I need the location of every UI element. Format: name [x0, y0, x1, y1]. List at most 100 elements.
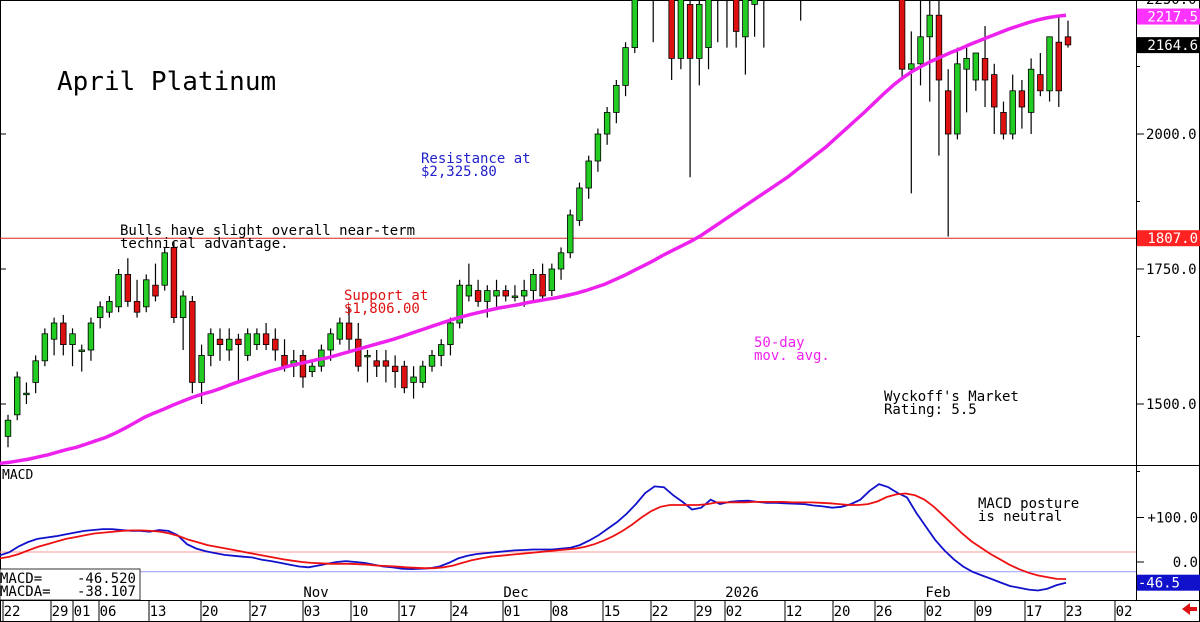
- candle-up: [622, 47, 629, 86]
- candle-down: [60, 322, 67, 346]
- candle-down: [391, 365, 399, 373]
- candle-up: [41, 333, 49, 362]
- candle-down: [382, 360, 390, 367]
- x-tick-label: 22: [4, 604, 21, 620]
- candle-up: [742, 0, 749, 38]
- candle-up: [751, 0, 758, 5]
- candle-up: [1027, 68, 1035, 113]
- candle-up: [226, 338, 233, 351]
- candle-down: [732, 0, 740, 32]
- candle-down: [686, 4, 694, 59]
- candle-down: [133, 300, 141, 313]
- candle-down: [1055, 41, 1062, 92]
- price-y-tick-label: 1750.0: [1146, 262, 1197, 278]
- x-tick-label: 12: [786, 604, 803, 620]
- macd-posture-annotation: MACD posture: [978, 496, 1079, 512]
- price-y-tick-label: 1500.0: [1146, 397, 1197, 413]
- resistance-annotation: Resistance at: [421, 151, 531, 167]
- chart-title: April Platinum: [57, 67, 276, 97]
- candle-down: [1037, 74, 1044, 92]
- support-annotation: $1,806.00: [344, 301, 420, 317]
- macd-panel-title: MACD: [2, 468, 33, 483]
- candle-up: [613, 85, 620, 113]
- candle-down: [1064, 36, 1072, 46]
- macd-badge-label: -46.5: [1138, 576, 1180, 592]
- month-label: Nov: [303, 585, 328, 601]
- candle-down: [668, 0, 675, 59]
- ma-annotation: mov. avg.: [754, 348, 830, 364]
- candle-up: [520, 290, 528, 297]
- x-tick-label: 01: [504, 604, 521, 620]
- month-label: Feb: [925, 585, 950, 601]
- candle-down: [1018, 90, 1026, 108]
- candle-down: [216, 338, 224, 346]
- price-badge: [1137, 8, 1200, 25]
- price-y-tick-label: 2250.0: [1146, 0, 1197, 8]
- candle-up: [677, 0, 685, 59]
- candle-up: [548, 268, 556, 292]
- macd-readout-label: MACDA=: [0, 584, 51, 600]
- support-annotation: Support at: [344, 288, 428, 304]
- candle-up: [410, 376, 417, 383]
- macd-readout-value: -38.107: [77, 584, 136, 600]
- candle-down: [502, 290, 509, 297]
- candle-up: [198, 354, 205, 383]
- candle-up: [50, 322, 58, 340]
- candle-up: [1046, 36, 1053, 92]
- candle-up: [336, 322, 344, 340]
- x-tick-label: 09: [976, 604, 993, 620]
- candle-down: [281, 354, 288, 367]
- price-badge: [1137, 230, 1200, 247]
- candle-up: [1009, 90, 1016, 135]
- candle-up: [32, 360, 39, 383]
- macd-readout-box: [0, 568, 141, 601]
- candle-down: [981, 58, 989, 81]
- candle-up: [484, 290, 491, 302]
- macd-y-tick-label: +100.0: [1147, 511, 1198, 527]
- candle-down: [235, 338, 242, 346]
- candle-down: [262, 333, 270, 345]
- ma-annotation: 50-day: [754, 335, 805, 351]
- candle-up: [143, 279, 150, 308]
- wyckoff-annotation: Rating: 5.5: [884, 402, 977, 418]
- x-tick-label: 29: [52, 604, 69, 620]
- x-tick-label: 22: [652, 604, 669, 620]
- bulls-annotation: technical advantage.: [120, 236, 289, 252]
- candle-up: [4, 419, 12, 437]
- candle-down: [1000, 112, 1007, 135]
- candle-up: [917, 36, 924, 65]
- candle-up: [419, 365, 426, 383]
- macd-readout-value: -46.520: [77, 571, 136, 587]
- candle-down: [373, 360, 380, 367]
- candle-up: [308, 365, 316, 373]
- candle-up: [972, 52, 980, 81]
- x-tick-label: 15: [604, 604, 621, 620]
- candle-up: [106, 300, 113, 313]
- candle-down: [170, 246, 178, 318]
- candle-up: [428, 354, 436, 367]
- candle-up: [567, 214, 574, 254]
- x-tick-label: 02: [726, 604, 743, 620]
- x-tick-label: 13: [150, 604, 167, 620]
- candle-up: [585, 160, 592, 189]
- candle-up: [447, 322, 454, 346]
- candle-up: [705, 0, 712, 49]
- candle-down: [272, 338, 279, 351]
- price-badge-label: 2217.5: [1147, 10, 1198, 26]
- macd-badge: [1137, 574, 1200, 591]
- candle-up: [96, 306, 104, 318]
- candle-up: [115, 273, 122, 308]
- macd-y-tick-label: 0.0: [1173, 555, 1198, 571]
- candle-down: [152, 284, 159, 297]
- candle-up: [78, 349, 85, 352]
- price-badge: [1137, 37, 1200, 54]
- candle-down: [539, 273, 546, 297]
- candle-up: [179, 295, 187, 319]
- candle-up: [23, 392, 30, 396]
- candle-up: [631, 0, 638, 48]
- x-tick-label: 20: [202, 604, 219, 620]
- x-tick-label: 24: [452, 604, 469, 620]
- bulls-annotation: Bulls have slight overall near-term: [120, 223, 415, 239]
- macd-posture-annotation: is neutral: [978, 509, 1062, 525]
